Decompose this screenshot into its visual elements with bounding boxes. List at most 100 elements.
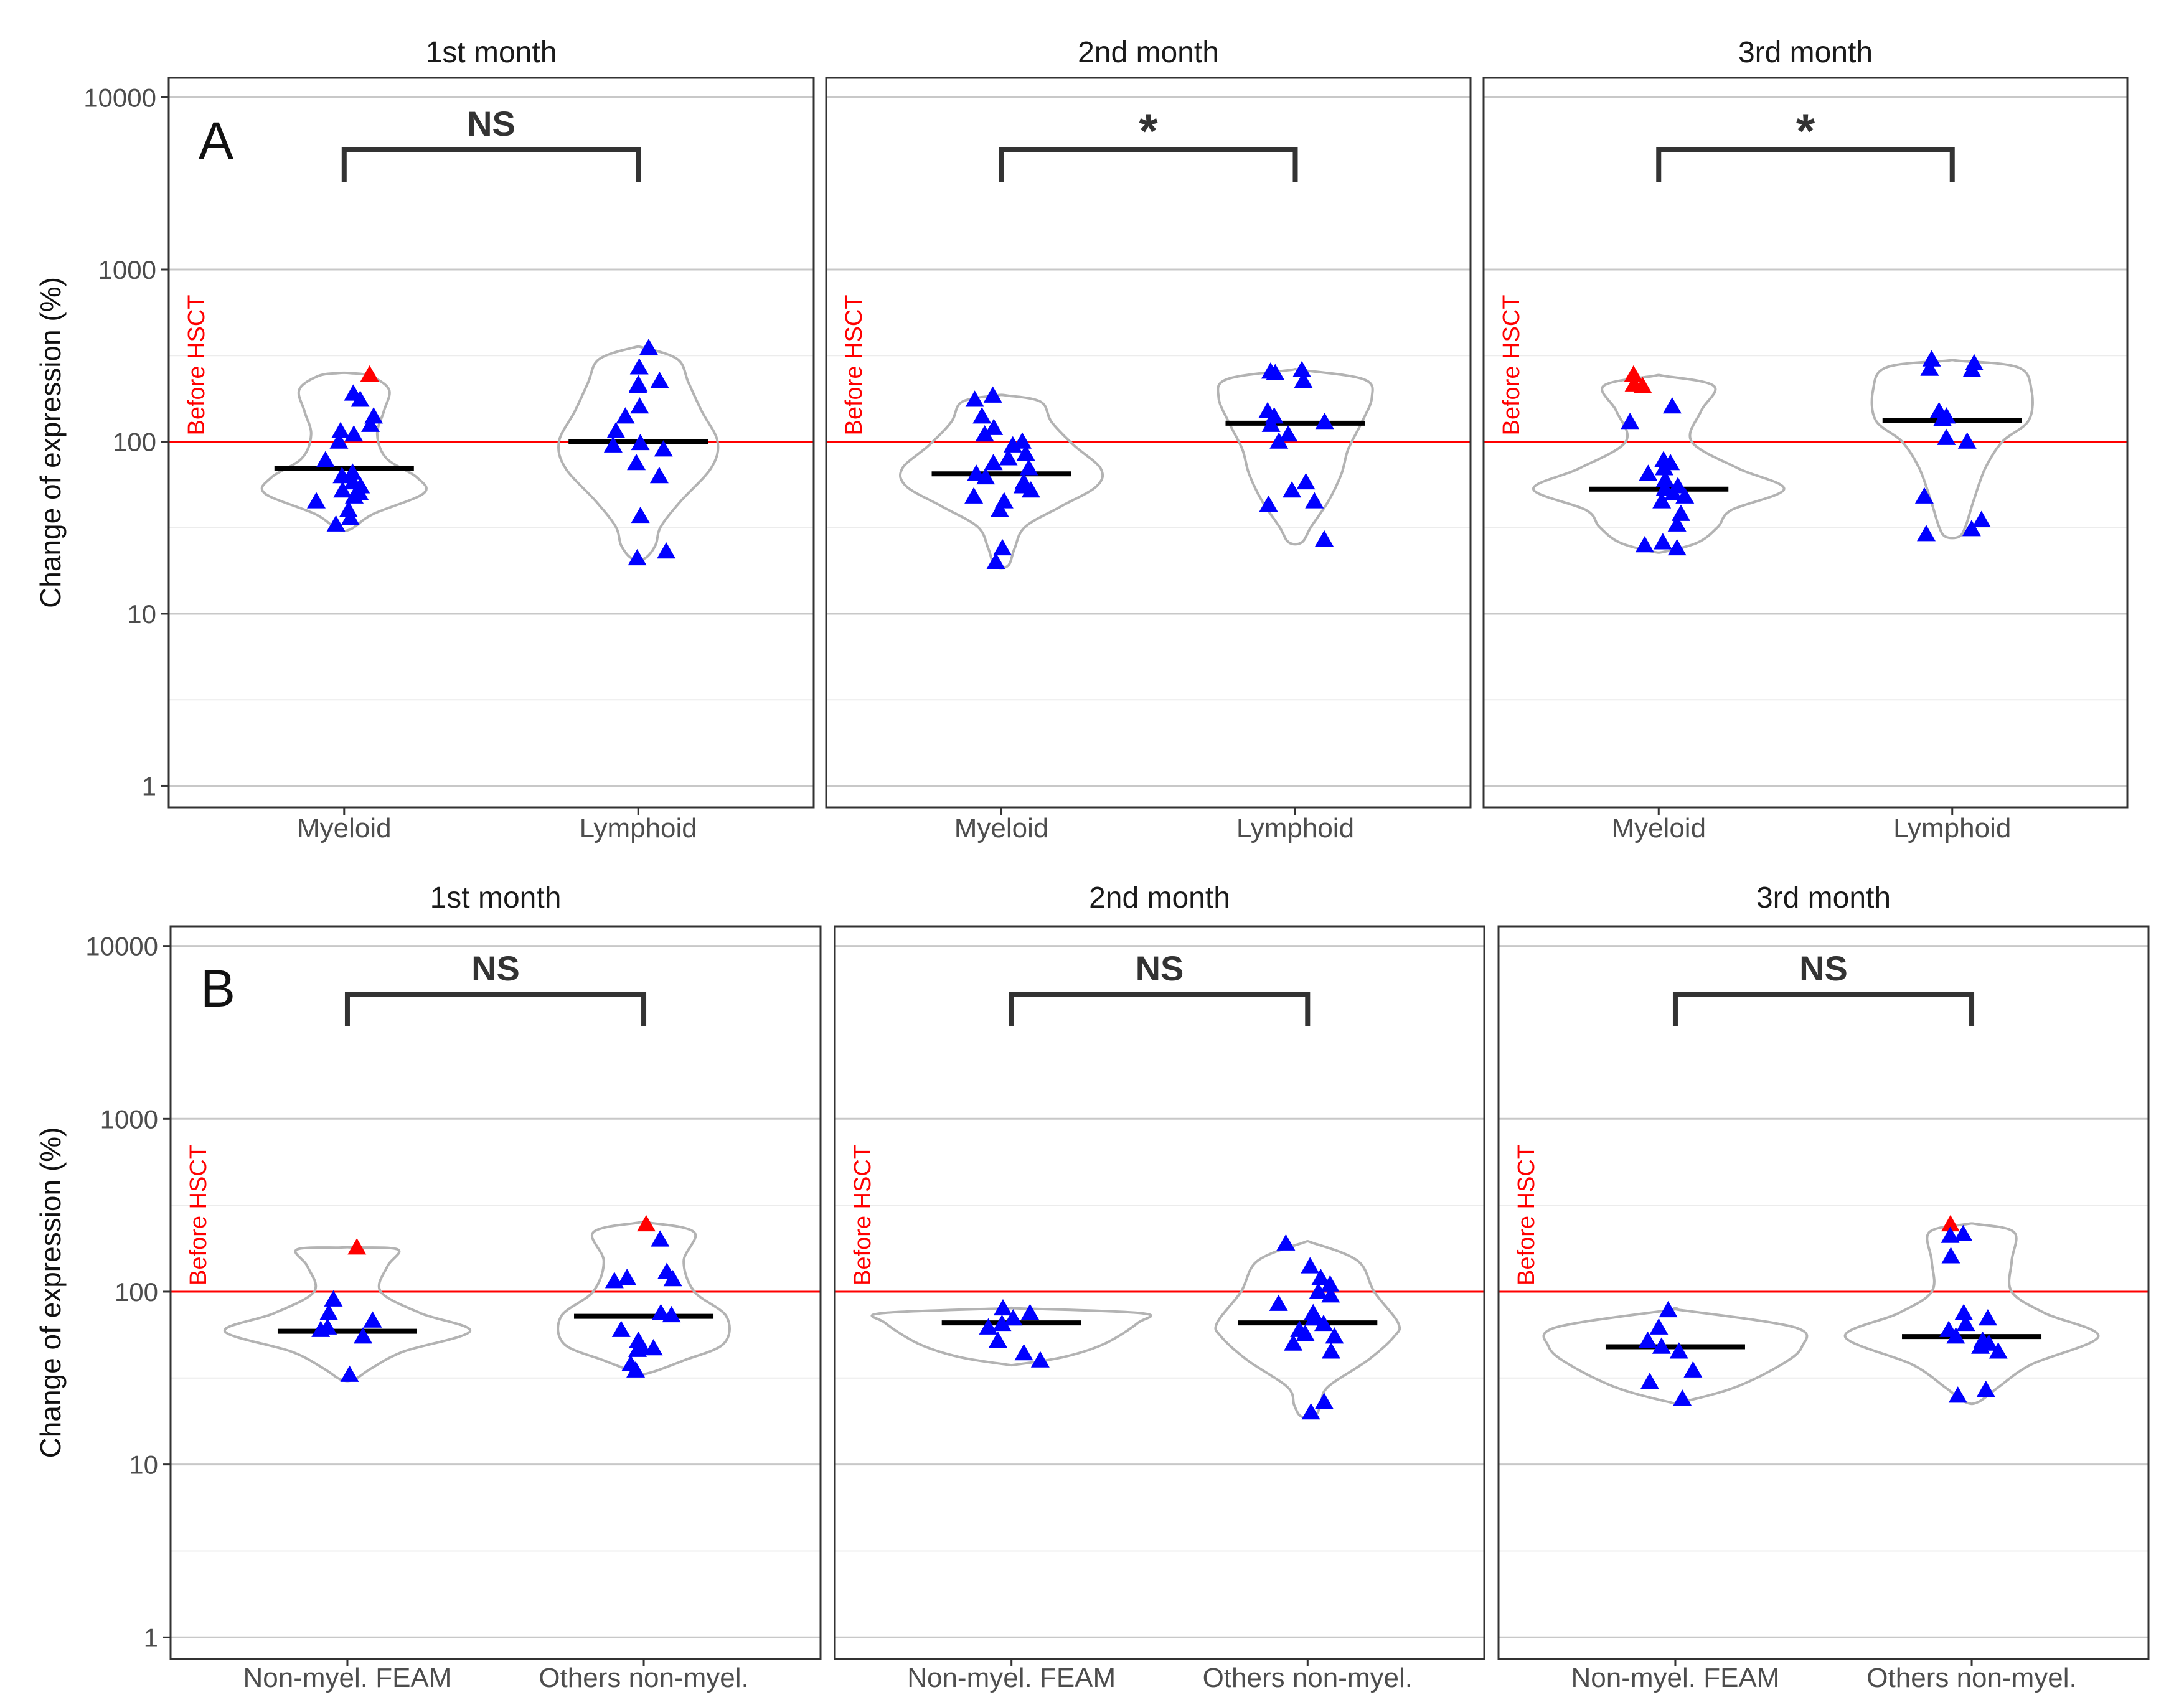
panel-letter: A [199, 111, 233, 170]
x-tick-label: Lymphoid [1893, 813, 2011, 843]
data-point [1652, 1337, 1671, 1354]
panel-border [1497, 925, 2150, 1660]
data-point [1957, 432, 1977, 449]
y-tick-label: 1 [142, 771, 156, 801]
data-point [1989, 1342, 2008, 1359]
data-point [627, 454, 646, 471]
data-point [1956, 1314, 1975, 1332]
data-point [1962, 520, 1981, 537]
reference-label: Before HSCT [841, 295, 867, 436]
panel-border [834, 925, 1485, 1660]
data-point [1639, 464, 1658, 481]
data-point [1269, 432, 1289, 449]
data-point [631, 433, 650, 451]
data-point [979, 1318, 998, 1335]
x-tick-label: Myeloid [297, 813, 392, 843]
data-point-highlight [1624, 365, 1643, 382]
y-tick-label: 10 [129, 1450, 158, 1480]
data-point [662, 1305, 681, 1323]
data-point [1004, 1308, 1023, 1326]
y-tick-label: 1000 [100, 1104, 158, 1134]
data-point [1914, 487, 1934, 504]
panel-border [825, 77, 1472, 809]
data-point [1971, 1337, 1990, 1354]
data-point [331, 421, 350, 438]
data-point [1941, 1247, 1960, 1264]
panel-letter: B [200, 959, 235, 1018]
data-point [1296, 472, 1316, 490]
data-point [1954, 1303, 1974, 1320]
y-tick-label: 1 [144, 1623, 158, 1652]
data-point [1311, 1268, 1330, 1285]
data-point [1667, 515, 1687, 532]
significance-bracket [999, 147, 1298, 182]
reference-label: Before HSCT [1499, 295, 1525, 436]
data-point [324, 1290, 343, 1307]
data-point [1284, 1334, 1303, 1351]
panel-4: Before HSCT NS B 1st month Non-myel. FEAM Oth… [34, 881, 822, 1693]
data-point [345, 487, 364, 504]
data-point [1269, 1294, 1288, 1311]
data-point-highlight [1633, 377, 1652, 393]
x-tick-label: Myeloid [1611, 813, 1706, 843]
data-point [999, 449, 1018, 466]
data-point [1655, 470, 1675, 487]
data-point [1301, 1403, 1320, 1420]
data-point [988, 1331, 1007, 1348]
data-point [1296, 1324, 1315, 1341]
y-tick-label: 10000 [83, 83, 156, 113]
violin-others-non-myel- [1843, 1222, 2100, 1406]
x-tick-label: Non-myel. FEAM [907, 1663, 1116, 1693]
data-point [1653, 533, 1672, 550]
data-point [964, 487, 984, 504]
data-point [329, 432, 349, 449]
data-point [1294, 372, 1313, 388]
data-point [1962, 360, 1982, 377]
y-axis-label: Change of expression (%) [34, 1127, 67, 1458]
data-point [1314, 1314, 1334, 1332]
x-tick-label: Others non-myel. [1866, 1663, 2076, 1693]
data-point [984, 418, 1004, 435]
violin-lymphoid [1217, 367, 1374, 546]
data-point [990, 500, 1009, 517]
data-point [307, 492, 326, 509]
data-point [616, 407, 635, 424]
data-point [1640, 1373, 1659, 1389]
data-point [332, 466, 352, 484]
data-point [1675, 487, 1695, 504]
data-point [654, 440, 673, 457]
data-point [1309, 1282, 1328, 1299]
data-point [1671, 504, 1690, 521]
data-point [339, 500, 358, 517]
reference-label: Before HSCT [184, 295, 210, 436]
data-point [630, 397, 649, 414]
data-point [1655, 459, 1674, 476]
data-point [639, 339, 658, 355]
data-point [341, 509, 360, 525]
data-point [1621, 412, 1640, 430]
data-point [975, 425, 994, 442]
data-point [1683, 1361, 1703, 1378]
significance-label: NS [1136, 949, 1184, 988]
data-point [1003, 436, 1022, 453]
facet-title: 2nd month [1089, 881, 1230, 914]
panel-6: Before HSCT NS 3rd month Non-myel. FEAM Othe… [1497, 881, 2150, 1693]
data-point [316, 451, 335, 467]
reference-label: Before HSCT [850, 1145, 876, 1285]
x-tick-label: Lymphoid [1236, 813, 1354, 843]
data-point [1635, 535, 1654, 553]
violin-others-non-myel- [557, 1220, 731, 1376]
violin-non-myel-feam [224, 1246, 471, 1383]
data-point [1946, 1327, 1965, 1344]
significance-bracket [341, 147, 641, 182]
data-point [1662, 397, 1682, 414]
data-point [976, 467, 996, 485]
data-point [605, 1272, 624, 1289]
y-tick-label: 100 [115, 1277, 158, 1307]
y-tick-label: 10000 [85, 932, 158, 961]
data-point [1673, 1389, 1692, 1406]
data-point [351, 477, 370, 494]
data-point [650, 372, 669, 388]
y-tick-label: 100 [113, 427, 156, 456]
